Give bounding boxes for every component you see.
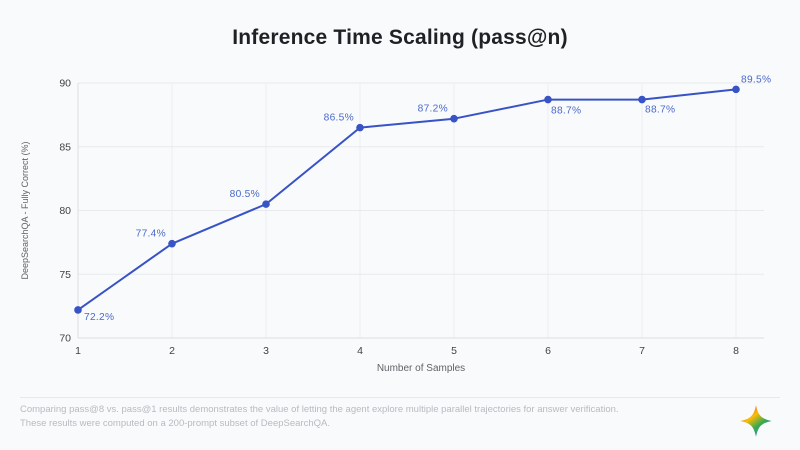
y-tick-label: 90 xyxy=(59,78,71,90)
data-point xyxy=(450,114,458,123)
x-tick-label: 6 xyxy=(545,345,551,357)
x-tick-label: 3 xyxy=(263,345,269,357)
data-point xyxy=(262,200,270,208)
x-axis-title: Number of Samples xyxy=(377,363,465,374)
y-tick-label: 85 xyxy=(59,141,71,153)
footer-caption: Comparing pass@8 vs. pass@1 results demo… xyxy=(20,403,710,431)
gemini-sparkle-icon xyxy=(740,405,772,437)
x-tick-label: 1 xyxy=(75,345,81,357)
y-tick-label: 75 xyxy=(59,269,71,281)
data-point xyxy=(74,306,82,314)
data-point-label: 88.7% xyxy=(551,106,581,117)
data-point-label: 77.4% xyxy=(136,229,166,240)
data-point-label: 88.7% xyxy=(645,105,675,116)
y-tick-label: 80 xyxy=(59,205,71,217)
footer-divider xyxy=(20,397,780,398)
data-point xyxy=(732,85,740,94)
data-point-label: 87.2% xyxy=(418,104,448,115)
data-point-label: 89.5% xyxy=(741,74,771,85)
data-point-label: 86.5% xyxy=(324,113,354,124)
x-tick-label: 2 xyxy=(169,345,175,357)
x-tick-label: 5 xyxy=(451,345,457,357)
data-point xyxy=(544,95,552,104)
x-tick-label: 8 xyxy=(733,345,739,357)
chart-title: Inference Time Scaling (pass@n) xyxy=(232,26,568,49)
data-point xyxy=(168,239,176,248)
x-tick-label: 4 xyxy=(357,345,363,357)
data-point-label: 72.2% xyxy=(84,312,114,323)
series-line xyxy=(77,88,737,311)
y-tick-label: 70 xyxy=(59,333,71,345)
y-axis-title: DeepSearchQA - Fully Correct (%) xyxy=(20,141,30,279)
x-tick-label: 7 xyxy=(639,345,645,357)
footer-caption-line1: Comparing pass@8 vs. pass@1 results demo… xyxy=(20,404,619,415)
data-point xyxy=(356,123,364,132)
data-point-label: 80.5% xyxy=(230,189,260,200)
footer-caption-line2: These results were computed on a 200-pro… xyxy=(20,418,330,429)
data-point xyxy=(638,95,646,104)
